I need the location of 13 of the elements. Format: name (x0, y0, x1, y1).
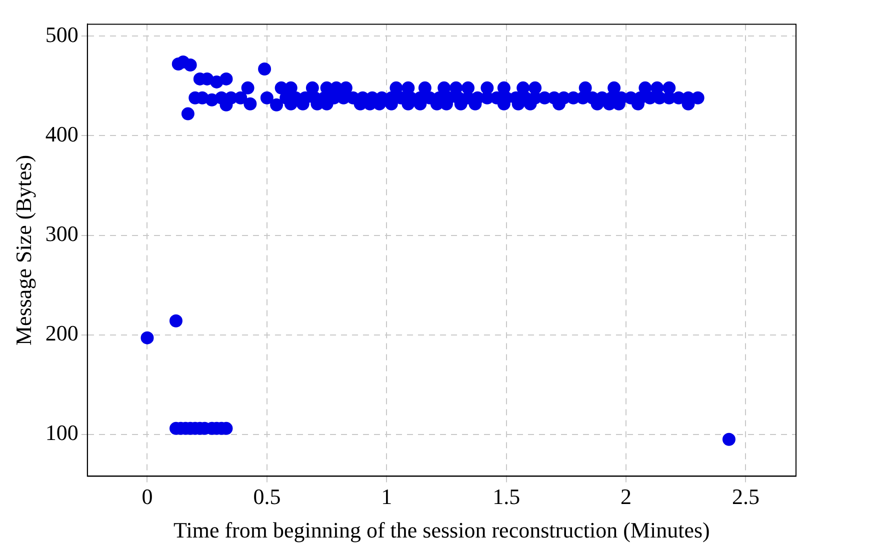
x-axis-title: Time from beginning of the session reconstruction (Minutes) (174, 518, 710, 543)
x-tick-label: 1 (381, 484, 392, 510)
x-tick-label: 0.5 (253, 484, 281, 510)
y-tick-label: 200 (45, 320, 78, 346)
y-tick-label: 500 (45, 22, 78, 47)
y-tick-label: 100 (45, 420, 78, 446)
y-axis-title: Message Size (Bytes) (10, 154, 36, 346)
x-tick-label: 2 (620, 484, 632, 510)
y-tick-label: 400 (45, 121, 78, 146)
x-tick-label: 2.5 (732, 484, 760, 510)
y-tick-label: 300 (45, 221, 78, 246)
x-tick-label: 0 (142, 484, 153, 510)
x-tick-label: 1.5 (492, 484, 520, 510)
